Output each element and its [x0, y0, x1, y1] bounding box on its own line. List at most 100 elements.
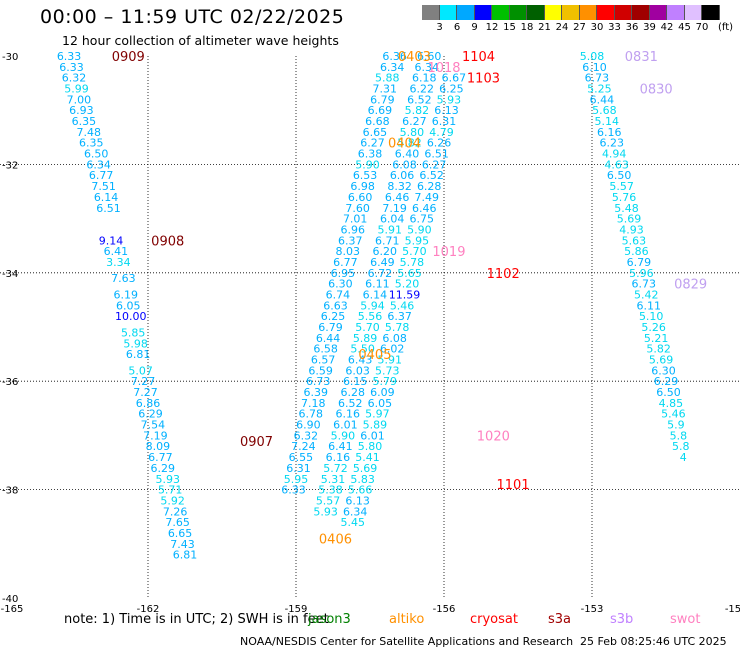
- swh-value-jason3: 7.43: [170, 538, 195, 551]
- swh-value-cryosat: 7.19: [382, 202, 407, 215]
- swh-value-jason3: 7.63: [111, 272, 136, 285]
- swh-value-jason3: 6.29: [151, 462, 176, 475]
- swh-value-altika: 5.90: [355, 158, 380, 171]
- swh-value-altika: 6.58: [313, 343, 338, 356]
- swh-value-jason3: 6.05: [116, 299, 141, 312]
- swh-value-altika: 6.79: [370, 93, 395, 106]
- swh-value-altika: 6.60: [348, 191, 373, 204]
- swh-value-cryosat: 6.27: [402, 115, 427, 128]
- pass-time-label: 1104: [462, 50, 495, 65]
- swh-value-s3b: 5.90: [407, 223, 432, 236]
- swh-value-s3b: 6.09: [370, 386, 395, 399]
- color-scale-label: 24: [555, 22, 569, 33]
- swh-value-cryosat: 6.34: [414, 61, 439, 74]
- swh-value-jason3: 3.34: [106, 256, 131, 269]
- swh-value-jason3: 6.41: [104, 245, 129, 258]
- swh-value-jason3: 7.00: [67, 93, 92, 106]
- swh-value-jason3: 6.86: [136, 397, 161, 410]
- lon-tick-label: -162: [137, 604, 160, 615]
- swh-value-cryosat: 6.72: [368, 267, 393, 280]
- swh-value-jason3: 6.65: [168, 527, 193, 540]
- swh-value-jason3: 7.48: [77, 126, 102, 139]
- swh-value-swot: 5.69: [617, 213, 642, 226]
- pass-time-label: 0405: [358, 348, 391, 363]
- swh-value-swot: 5.76: [612, 191, 637, 204]
- color-scale-swatch: [422, 5, 440, 20]
- swh-value-s3b: 6.37: [387, 310, 412, 323]
- swh-value-jason3: 6.50: [84, 148, 109, 161]
- swh-value-cryosat: 5.89: [353, 332, 378, 345]
- swh-value-s3b: 6.02: [380, 343, 405, 356]
- swh-value-swot: 5.21: [644, 332, 669, 345]
- pass-time-label: 0403: [398, 50, 431, 65]
- lon-tick-label: -15: [725, 604, 740, 615]
- swh-value-altika: 7.01: [343, 213, 368, 226]
- pass-time-label: 1018: [427, 61, 460, 76]
- swh-value-swot: 6.10: [582, 61, 607, 74]
- swh-value-cryosat: 6.71: [375, 234, 400, 247]
- swh-value-cryosat: 5.82: [397, 137, 422, 150]
- swh-value-swot: 5.08: [580, 50, 605, 63]
- swh-value-cryosat: 6.18: [412, 72, 437, 85]
- swh-value-swot: 6.29: [654, 375, 679, 388]
- swh-value-jason3: 6.35: [72, 115, 97, 128]
- swh-value-s3b: 6.26: [427, 137, 452, 150]
- pass-time-labels: 0909 0908 0907 0406 0405 0404 0403 1104 1103 1102…: [112, 50, 707, 547]
- color-scale-label: 42: [660, 22, 674, 33]
- swh-value-s3b: 5.65: [397, 267, 422, 280]
- swh-value-s3b: 6.05: [368, 397, 393, 410]
- color-scale-label: 6: [453, 22, 461, 33]
- swh-value-altika: 6.39: [303, 386, 328, 399]
- swh-value-cryosat: 6.41: [328, 440, 353, 453]
- swh-value-s3b: 6.13: [345, 494, 370, 507]
- swh-value-swot: 5.26: [641, 321, 666, 334]
- lat-tick-label: -34: [2, 269, 18, 280]
- color-scale-label: 9: [471, 22, 478, 33]
- swh-value-altika: 6.77: [333, 256, 358, 269]
- color-scale-label: 21: [538, 22, 551, 33]
- swh-value-altika: 5.95: [284, 473, 309, 486]
- swh-value-s3b: 11.59: [389, 288, 421, 301]
- swh-value-swot: 5.86: [624, 245, 649, 258]
- swh-value-s3b: 5.83: [350, 473, 375, 486]
- color-scale-swatch: [684, 5, 702, 20]
- swh-value-altika: 6.32: [294, 429, 319, 442]
- swh-value-s3b: 5.66: [348, 484, 373, 497]
- swh-value-altika: 6.73: [306, 375, 331, 388]
- pass-time-label: 0830: [640, 83, 673, 98]
- color-scale-swatch: [544, 5, 562, 20]
- swh-value-swot: 6.50: [656, 386, 681, 399]
- swh-value-swot: 5.48: [614, 202, 639, 215]
- swh-value-cryosat: 6.06: [390, 169, 415, 182]
- pass-time-label: 1103: [467, 72, 500, 87]
- swh-value-jason3: 7.51: [91, 180, 116, 193]
- swh-value-s3b: 6.67: [442, 72, 467, 85]
- swh-value-altika: 6.25: [321, 310, 346, 323]
- swh-value-swot: 5.46: [661, 408, 686, 421]
- swh-value-swot: 5.57: [609, 180, 634, 193]
- swh-value-swot: 5.82: [646, 343, 671, 356]
- swh-value-swot: 4.94: [602, 148, 627, 161]
- swh-value-s3b: 5.45: [340, 516, 365, 529]
- lon-tick-label: -165: [1, 604, 24, 615]
- swh-value-altika: 6.57: [311, 354, 336, 367]
- swh-value-altika: 6.53: [353, 169, 378, 182]
- swh-value-cryosat: 6.04: [380, 213, 405, 226]
- swh-value-s3b: 5.20: [395, 278, 420, 291]
- page-subtitle: 12 hour collection of altimeter wave hei…: [62, 33, 339, 48]
- color-scale-swatch: [632, 5, 650, 20]
- pass-time-label: 1019: [432, 245, 465, 260]
- swh-value-s3b: 5.95: [405, 234, 430, 247]
- swh-value-cryosat: 6.28: [340, 386, 365, 399]
- swh-value-swot: 4: [680, 451, 687, 464]
- swh-value-altika: 8.03: [336, 245, 361, 258]
- swh-value-s3b: 5.69: [353, 462, 378, 475]
- swh-value-jason3: 7.65: [165, 516, 190, 529]
- swh-value-cryosat: 6.16: [336, 408, 361, 421]
- color-scale-legend: 3 6 9 12 15 18 21 24 27 30 33 36 39 42 45 70: [422, 5, 740, 33]
- pass-time-label: 0831: [625, 50, 658, 65]
- swh-value-s3b: 5.91: [377, 354, 402, 367]
- swh-value-cryosat: 6.16: [326, 451, 351, 464]
- swh-value-s3b: 5.80: [358, 440, 383, 453]
